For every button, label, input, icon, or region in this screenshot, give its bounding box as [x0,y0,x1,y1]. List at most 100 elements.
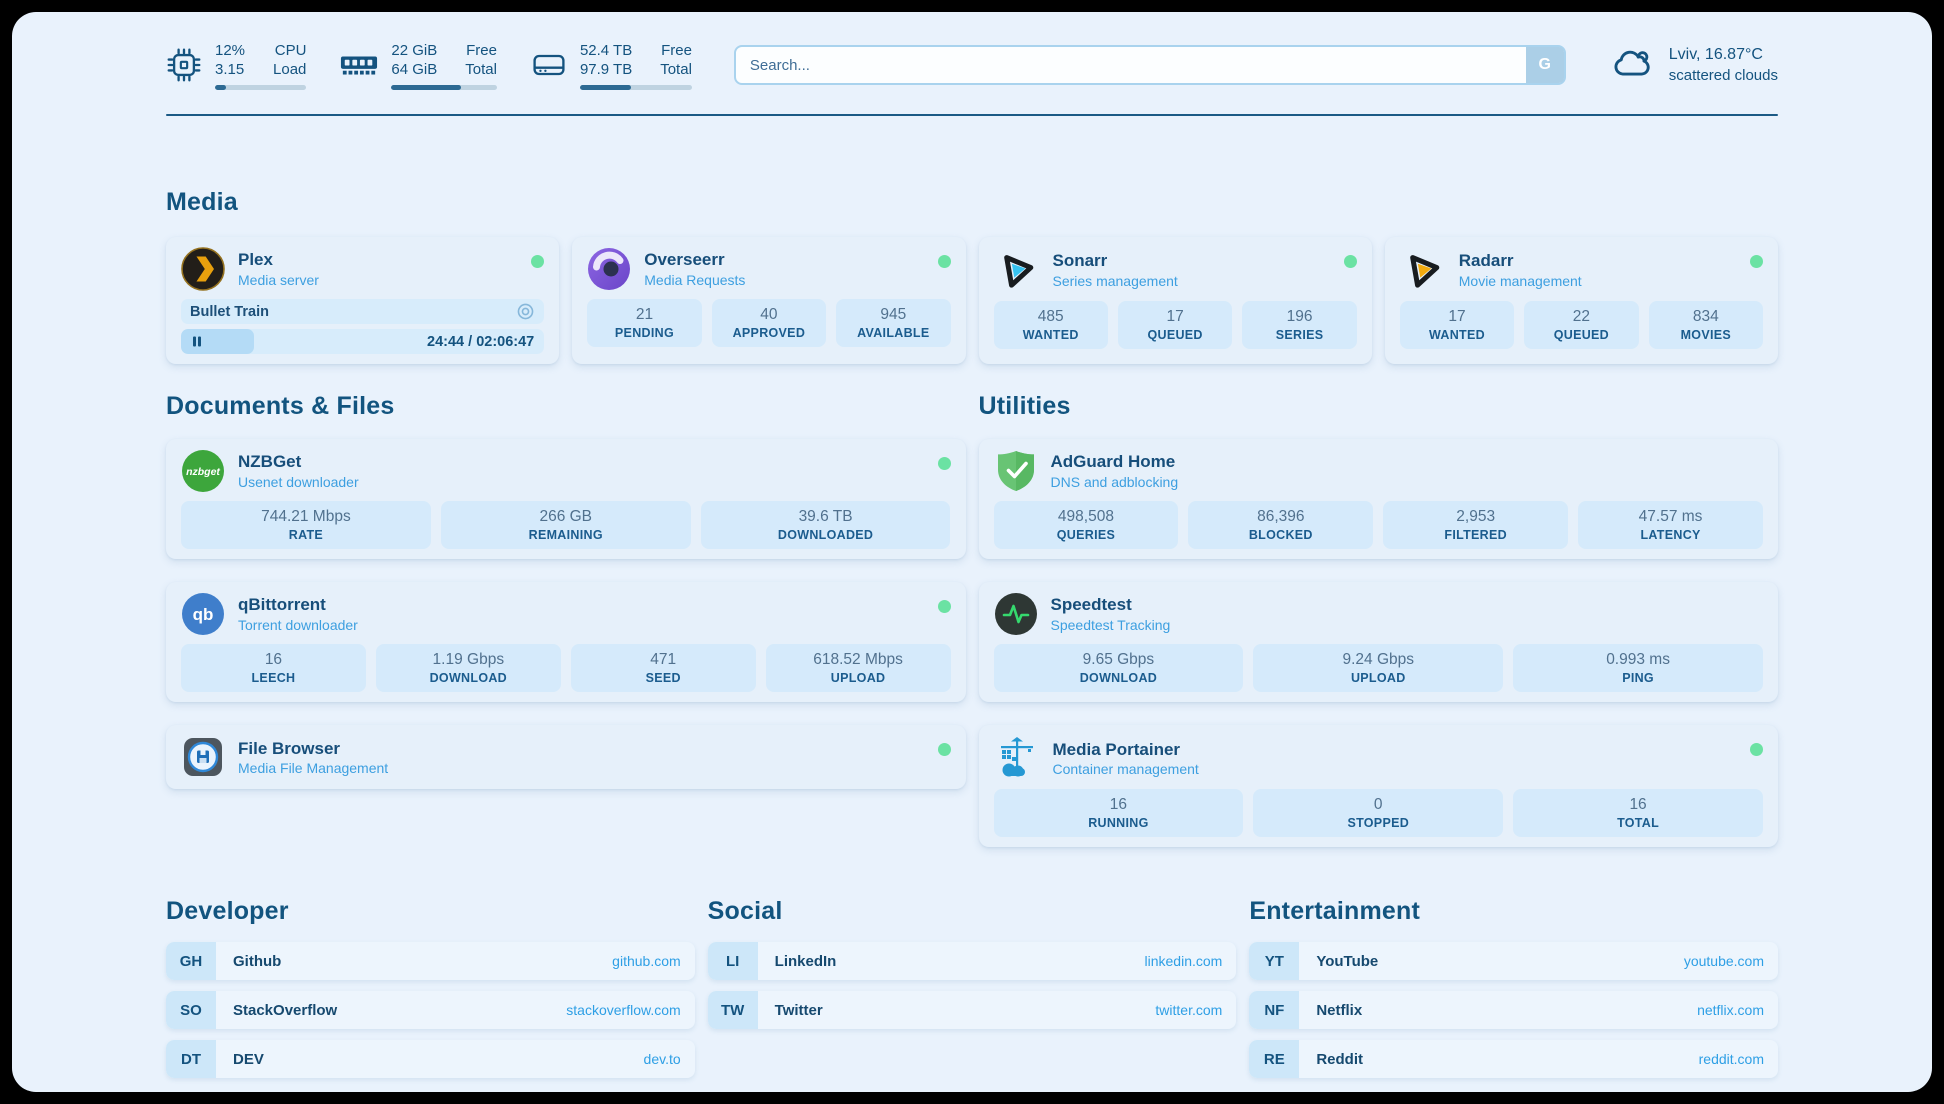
radarr-card[interactable]: Radarr Movie management 17 WANTED 22 QUE… [1384,237,1778,364]
stat-download: 9.65 Gbps DOWNLOAD [993,644,1244,693]
app-title: Speedtest [1050,595,1132,615]
stat-pending: 21 PENDING [587,299,702,348]
link-youtube[interactable]: YT YouTube youtube.com [1249,942,1778,981]
section-title-developer: Developer [166,897,289,926]
weather-summary: Lviv, 16.87°C [1668,46,1763,64]
link-badge: TW [707,991,758,1030]
nzbget-card[interactable]: nzbget NZBGet Usenet downloader 744.21 M… [166,439,966,560]
sonarr-icon [994,247,1040,293]
link-badge: NF [1249,991,1300,1030]
playback-progress-bar: 24:44 / 02:06:47 [181,329,545,354]
adguard-card[interactable]: AdGuard Home DNS and adblocking 498,508 … [978,439,1778,560]
app-subtitle: Container management [1052,760,1199,777]
search-bar: G [733,45,1566,85]
ram-free-label: Free [466,41,497,59]
media-grid: Plex Media server Bullet Train 24:44 [166,237,1778,364]
cpu-stat: 12% CPU 3.15 Load [166,41,307,90]
playback-time: 24:44 / 02:06:47 [427,333,535,350]
section-title-documents: Documents & Files [166,392,395,420]
search-input[interactable] [735,47,1518,83]
status-dot [937,255,951,268]
ram-progress-bar [391,84,497,90]
app-subtitle: Media server [238,271,319,288]
sonarr-card[interactable]: Sonarr Series management 485 WANTED 17 Q… [978,237,1372,364]
link-stackoverflow[interactable]: SO StackOverflow stackoverflow.com [166,991,695,1030]
link-netflix[interactable]: NF Netflix netflix.com [1249,991,1778,1030]
link-twitter[interactable]: TW Twitter twitter.com [707,991,1237,1030]
link-badge: GH [166,942,216,981]
now-playing-title: Bullet Train [190,303,269,320]
status-dot [1750,743,1763,757]
speedtest-card[interactable]: Speedtest Speedtest Tracking 9.65 Gbps D… [978,582,1778,703]
app-title: Media Portainer [1052,739,1181,759]
adguard-icon [994,449,1038,493]
stat-total: 16 TOTAL [1513,789,1763,838]
app-subtitle: Torrent downloader [238,616,358,633]
qbittorrent-icon: qb [181,592,225,636]
header-divider [166,114,1778,116]
social-section: Social LI LinkedIn linkedin.com TW Twitt… [707,897,1237,1078]
weather-widget: Lviv, 16.87°C scattered clouds [1610,44,1778,86]
radarr-icon [1400,247,1446,293]
qbittorrent-card[interactable]: qb qBittorrent Torrent downloader 16 LEE… [166,582,966,703]
link-github[interactable]: GH Github github.com [166,942,695,981]
header: 12% CPU 3.15 Load [166,36,1778,94]
app-title: Sonarr [1052,251,1108,271]
overseerr-card[interactable]: Overseerr Media Requests 21 PENDING 40 A… [572,237,966,364]
app-title: Overseerr [644,250,725,270]
disk-stat: 52.4 TB Free 97.9 TB Total [531,41,692,90]
link-dev[interactable]: DT DEV dev.to [166,1040,695,1079]
status-dot [937,743,951,757]
portainer-icon [994,735,1040,781]
disk-icon [531,50,567,80]
app-subtitle: Media File Management [238,759,389,776]
section-title-entertainment: Entertainment [1249,897,1421,926]
plex-card[interactable]: Plex Media server Bullet Train 24:44 [166,237,560,364]
status-dot [1750,255,1763,268]
stat-download: 1.19 Gbps DOWNLOAD [375,644,561,693]
filebrowser-card[interactable]: File Browser Media File Management [166,725,966,790]
disk-progress-bar [579,84,692,90]
system-stats: 12% CPU 3.15 Load [166,41,692,90]
disk-free-value: 52.4 TB [579,41,633,59]
app-title: File Browser [238,738,341,758]
cpu-progress-bar [215,84,307,90]
video-session-icon[interactable] [516,302,535,321]
section-title-media: Media [166,188,238,216]
app-title: qBittorrent [238,595,326,615]
utilities-column: Utilities AdGuard Home [978,392,1778,848]
weather-condition: scattered clouds [1668,66,1778,84]
link-linkedin[interactable]: LI LinkedIn linkedin.com [707,942,1237,981]
stat-approved: 40 APPROVED [711,299,827,348]
ram-total-label: Total [465,61,497,78]
app-subtitle: DNS and adblocking [1050,473,1179,490]
app-subtitle: Speedtest Tracking [1050,616,1171,633]
cpu-icon [166,47,202,83]
stat-blocked: 86,396 BLOCKED [1188,501,1374,550]
app-title: Radarr [1458,251,1514,271]
pause-icon[interactable] [191,335,203,348]
cpu-load-label: Load [273,61,307,78]
cpu-usage-value: 12% [215,41,246,59]
ram-icon [340,52,378,79]
documents-column: Documents & Files nzbget NZBGet U [166,392,966,847]
developer-section: Developer GH Github github.com SO StackO… [166,897,695,1079]
cpu-label: CPU [274,41,307,59]
status-dot [531,255,545,268]
svg-text:nzbget: nzbget [186,466,220,478]
stat-upload: 9.24 Gbps UPLOAD [1253,644,1504,693]
search-engine-button[interactable]: G [1525,47,1564,83]
stat-available: 945 AVAILABLE [836,299,951,348]
stat-filtered: 2,953 FILTERED [1383,501,1569,550]
stat-downloaded: 39.6 TB DOWNLOADED [700,501,951,550]
svg-text:qb: qb [193,605,214,624]
app-title: AdGuard Home [1050,452,1176,472]
ram-stat: 22 GiB Free 64 GiB Total [340,41,497,90]
ram-total-value: 64 GiB [391,61,438,78]
portainer-card[interactable]: Media Portainer Container management 16 … [978,725,1778,848]
link-reddit[interactable]: RE Reddit reddit.com [1249,1040,1778,1079]
app-subtitle: Series management [1052,272,1178,289]
overseerr-icon [587,247,631,291]
stat-stopped: 0 STOPPED [1253,789,1504,838]
disk-total-value: 97.9 TB [579,61,633,78]
